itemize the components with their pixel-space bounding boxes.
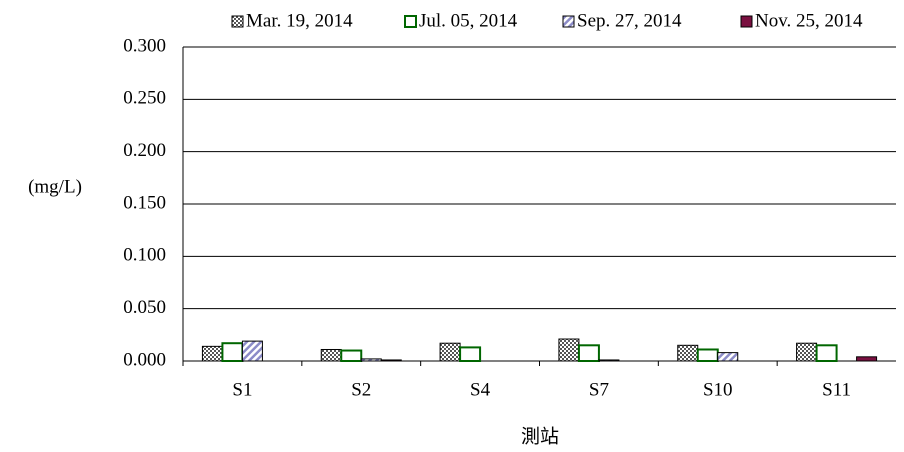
bar [380, 359, 402, 362]
y-tick-label: 0.100 [123, 245, 166, 266]
y-tick-label: 0.200 [123, 140, 166, 161]
bar [360, 358, 382, 362]
legend-label: Jul. 05, 2014 [419, 10, 518, 31]
x-tick-label: S7 [589, 379, 609, 400]
y-tick-label: 0.000 [123, 349, 166, 370]
y-tick-label: 0.250 [123, 88, 166, 109]
legend-swatch [404, 15, 417, 28]
y-axis-label: (mg/L) [28, 176, 82, 197]
legend-label: Sep. 27, 2014 [577, 10, 682, 31]
legend-label: Nov. 25, 2014 [755, 10, 863, 31]
bar [439, 342, 461, 362]
bar [856, 356, 878, 362]
x-tick-label: S2 [351, 379, 371, 400]
bar [558, 338, 580, 362]
bar [241, 340, 263, 362]
x-tick-label: S1 [232, 379, 252, 400]
bar [717, 352, 739, 362]
y-tick-label: 0.150 [123, 192, 166, 213]
y-tick-label: 0.050 [123, 297, 166, 318]
bar [815, 344, 838, 362]
legend-swatch [740, 15, 753, 28]
bar [577, 344, 600, 362]
bar [598, 359, 620, 362]
bar [677, 344, 699, 362]
bar [796, 342, 818, 362]
bar [221, 342, 244, 362]
legend-swatch [562, 15, 575, 28]
bar [320, 348, 342, 362]
legend-label: Mar. 19, 2014 [246, 10, 353, 31]
bar [459, 346, 482, 363]
y-tick-label: 0.300 [123, 35, 166, 56]
x-tick-label: S10 [703, 379, 733, 400]
x-axis-label: 測站 [521, 425, 559, 447]
x-tick-label: S11 [822, 379, 851, 400]
legend-swatch [231, 15, 244, 28]
bar [340, 349, 363, 362]
bar [201, 345, 223, 362]
bar [696, 348, 719, 362]
x-tick-label: S4 [470, 379, 491, 400]
